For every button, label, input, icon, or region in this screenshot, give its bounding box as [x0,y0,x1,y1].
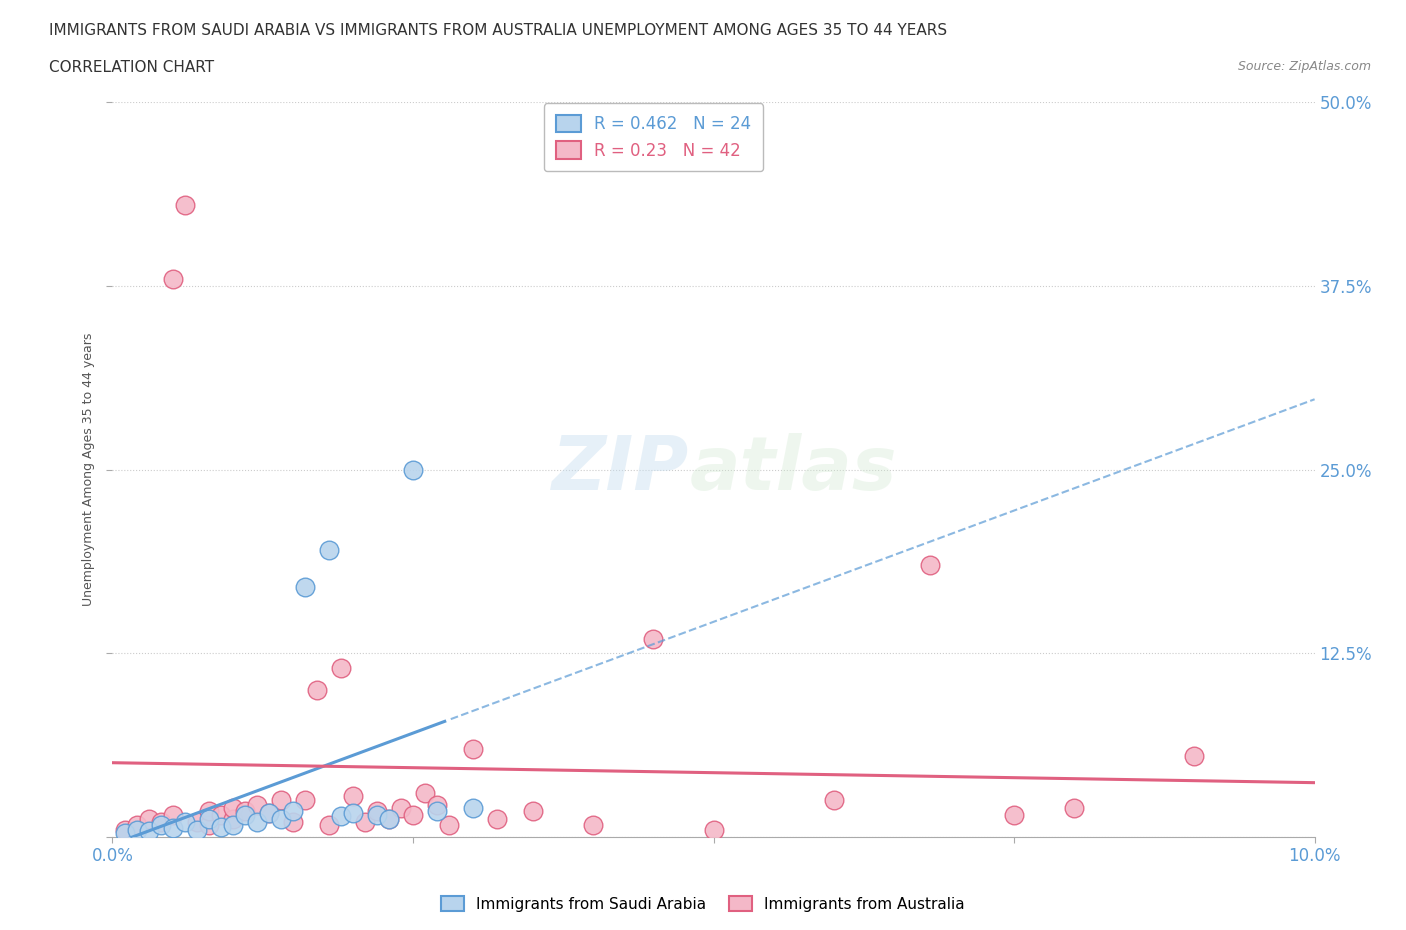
Point [354,815,377,830]
Point [486,812,509,827]
Point [186,822,208,837]
Point [281,804,304,818]
Point [186,815,208,830]
Point [402,807,425,822]
Point [162,807,184,822]
Point [294,792,316,807]
Point [305,683,328,698]
Point [257,806,280,821]
Point [413,786,436,801]
Point [522,804,544,818]
Legend: Immigrants from Saudi Arabia, Immigrants from Australia: Immigrants from Saudi Arabia, Immigrants… [434,889,972,918]
Y-axis label: Unemployment Among Ages 35 to 44 years: Unemployment Among Ages 35 to 44 years [82,333,96,606]
Point [222,817,245,832]
Point [366,804,388,818]
Point [378,812,401,827]
Point [270,812,292,827]
Point [222,800,245,815]
Point [461,800,484,815]
Point [149,817,172,832]
Point [378,812,401,827]
Point [342,789,364,804]
Point [138,812,160,827]
Point [222,812,245,827]
Point [318,817,340,832]
Point [149,815,172,830]
Point [114,825,136,840]
Point [1063,800,1085,815]
Point [918,558,941,573]
Point [582,817,605,832]
Point [197,804,219,818]
Point [389,800,412,815]
Point [329,809,352,824]
Point [823,792,845,807]
Point [281,815,304,830]
Text: CORRELATION CHART: CORRELATION CHART [49,60,214,75]
Point [162,821,184,836]
Point [702,822,725,837]
Point [329,660,352,675]
Point [162,272,184,286]
Point [173,198,195,213]
Point [1002,807,1025,822]
Point [257,806,280,821]
Point [197,812,219,827]
Text: ZIP: ZIP [553,433,689,506]
Point [366,807,388,822]
Point [197,817,219,832]
Point [270,792,292,807]
Text: Source: ZipAtlas.com: Source: ZipAtlas.com [1237,60,1371,73]
Point [138,824,160,839]
Point [342,806,364,821]
Point [437,817,460,832]
Point [233,807,256,822]
Point [114,822,136,837]
Point [426,797,449,812]
Point [125,822,148,837]
Legend: R = 0.462   N = 24, R = 0.23   N = 42: R = 0.462 N = 24, R = 0.23 N = 42 [544,103,763,171]
Point [173,815,195,830]
Text: IMMIGRANTS FROM SAUDI ARABIA VS IMMIGRANTS FROM AUSTRALIA UNEMPLOYMENT AMONG AGE: IMMIGRANTS FROM SAUDI ARABIA VS IMMIGRAN… [49,23,948,38]
Point [294,579,316,594]
Point [402,462,425,477]
Point [643,631,665,646]
Point [246,815,269,830]
Text: atlas: atlas [689,433,897,506]
Point [1184,749,1206,764]
Point [246,797,269,812]
Point [125,817,148,832]
Point [461,741,484,756]
Point [426,804,449,818]
Point [318,543,340,558]
Point [233,804,256,818]
Point [209,819,232,834]
Point [209,807,232,822]
